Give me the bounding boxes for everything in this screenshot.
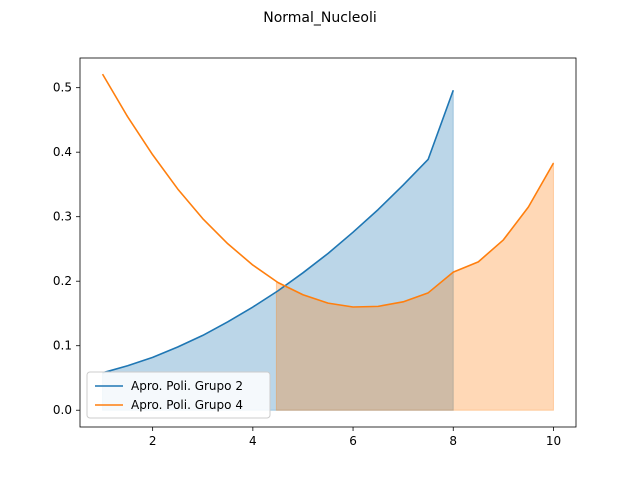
chart-title: Normal_Nucleoli — [263, 10, 377, 26]
y-tick-label: 0.1 — [53, 339, 72, 353]
x-tick-label: 2 — [149, 434, 157, 448]
y-tick-label: 0.5 — [53, 81, 72, 95]
series-lines — [101, 73, 555, 374]
x-axis: 2 4 6 8 10 — [149, 427, 561, 448]
area-fills — [102, 90, 554, 411]
legend-label-2: Apro. Poli. Grupo 4 — [131, 398, 243, 412]
series-line-1 — [102, 89, 455, 374]
plot-frame — [79, 57, 577, 428]
legend-label-1: Apro. Poli. Grupo 2 — [131, 379, 243, 393]
x-tick-label: 10 — [546, 434, 561, 448]
legend: Apro. Poli. Grupo 2 Apro. Poli. Grupo 4 — [86, 371, 271, 419]
y-tick-label: 0.4 — [53, 145, 72, 159]
y-tick-label: 0.2 — [53, 274, 72, 288]
x-tick-label: 8 — [449, 434, 457, 448]
series-line-2 — [101, 73, 555, 308]
legend-box — [86, 371, 271, 419]
x-tick-label: 6 — [349, 434, 357, 448]
y-axis: 0.0 0.1 0.2 0.3 0.4 0.5 — [53, 81, 80, 417]
y-tick-label: 0.0 — [53, 403, 72, 417]
y-tick-label: 0.3 — [53, 210, 72, 224]
x-tick-label: 4 — [249, 434, 257, 448]
